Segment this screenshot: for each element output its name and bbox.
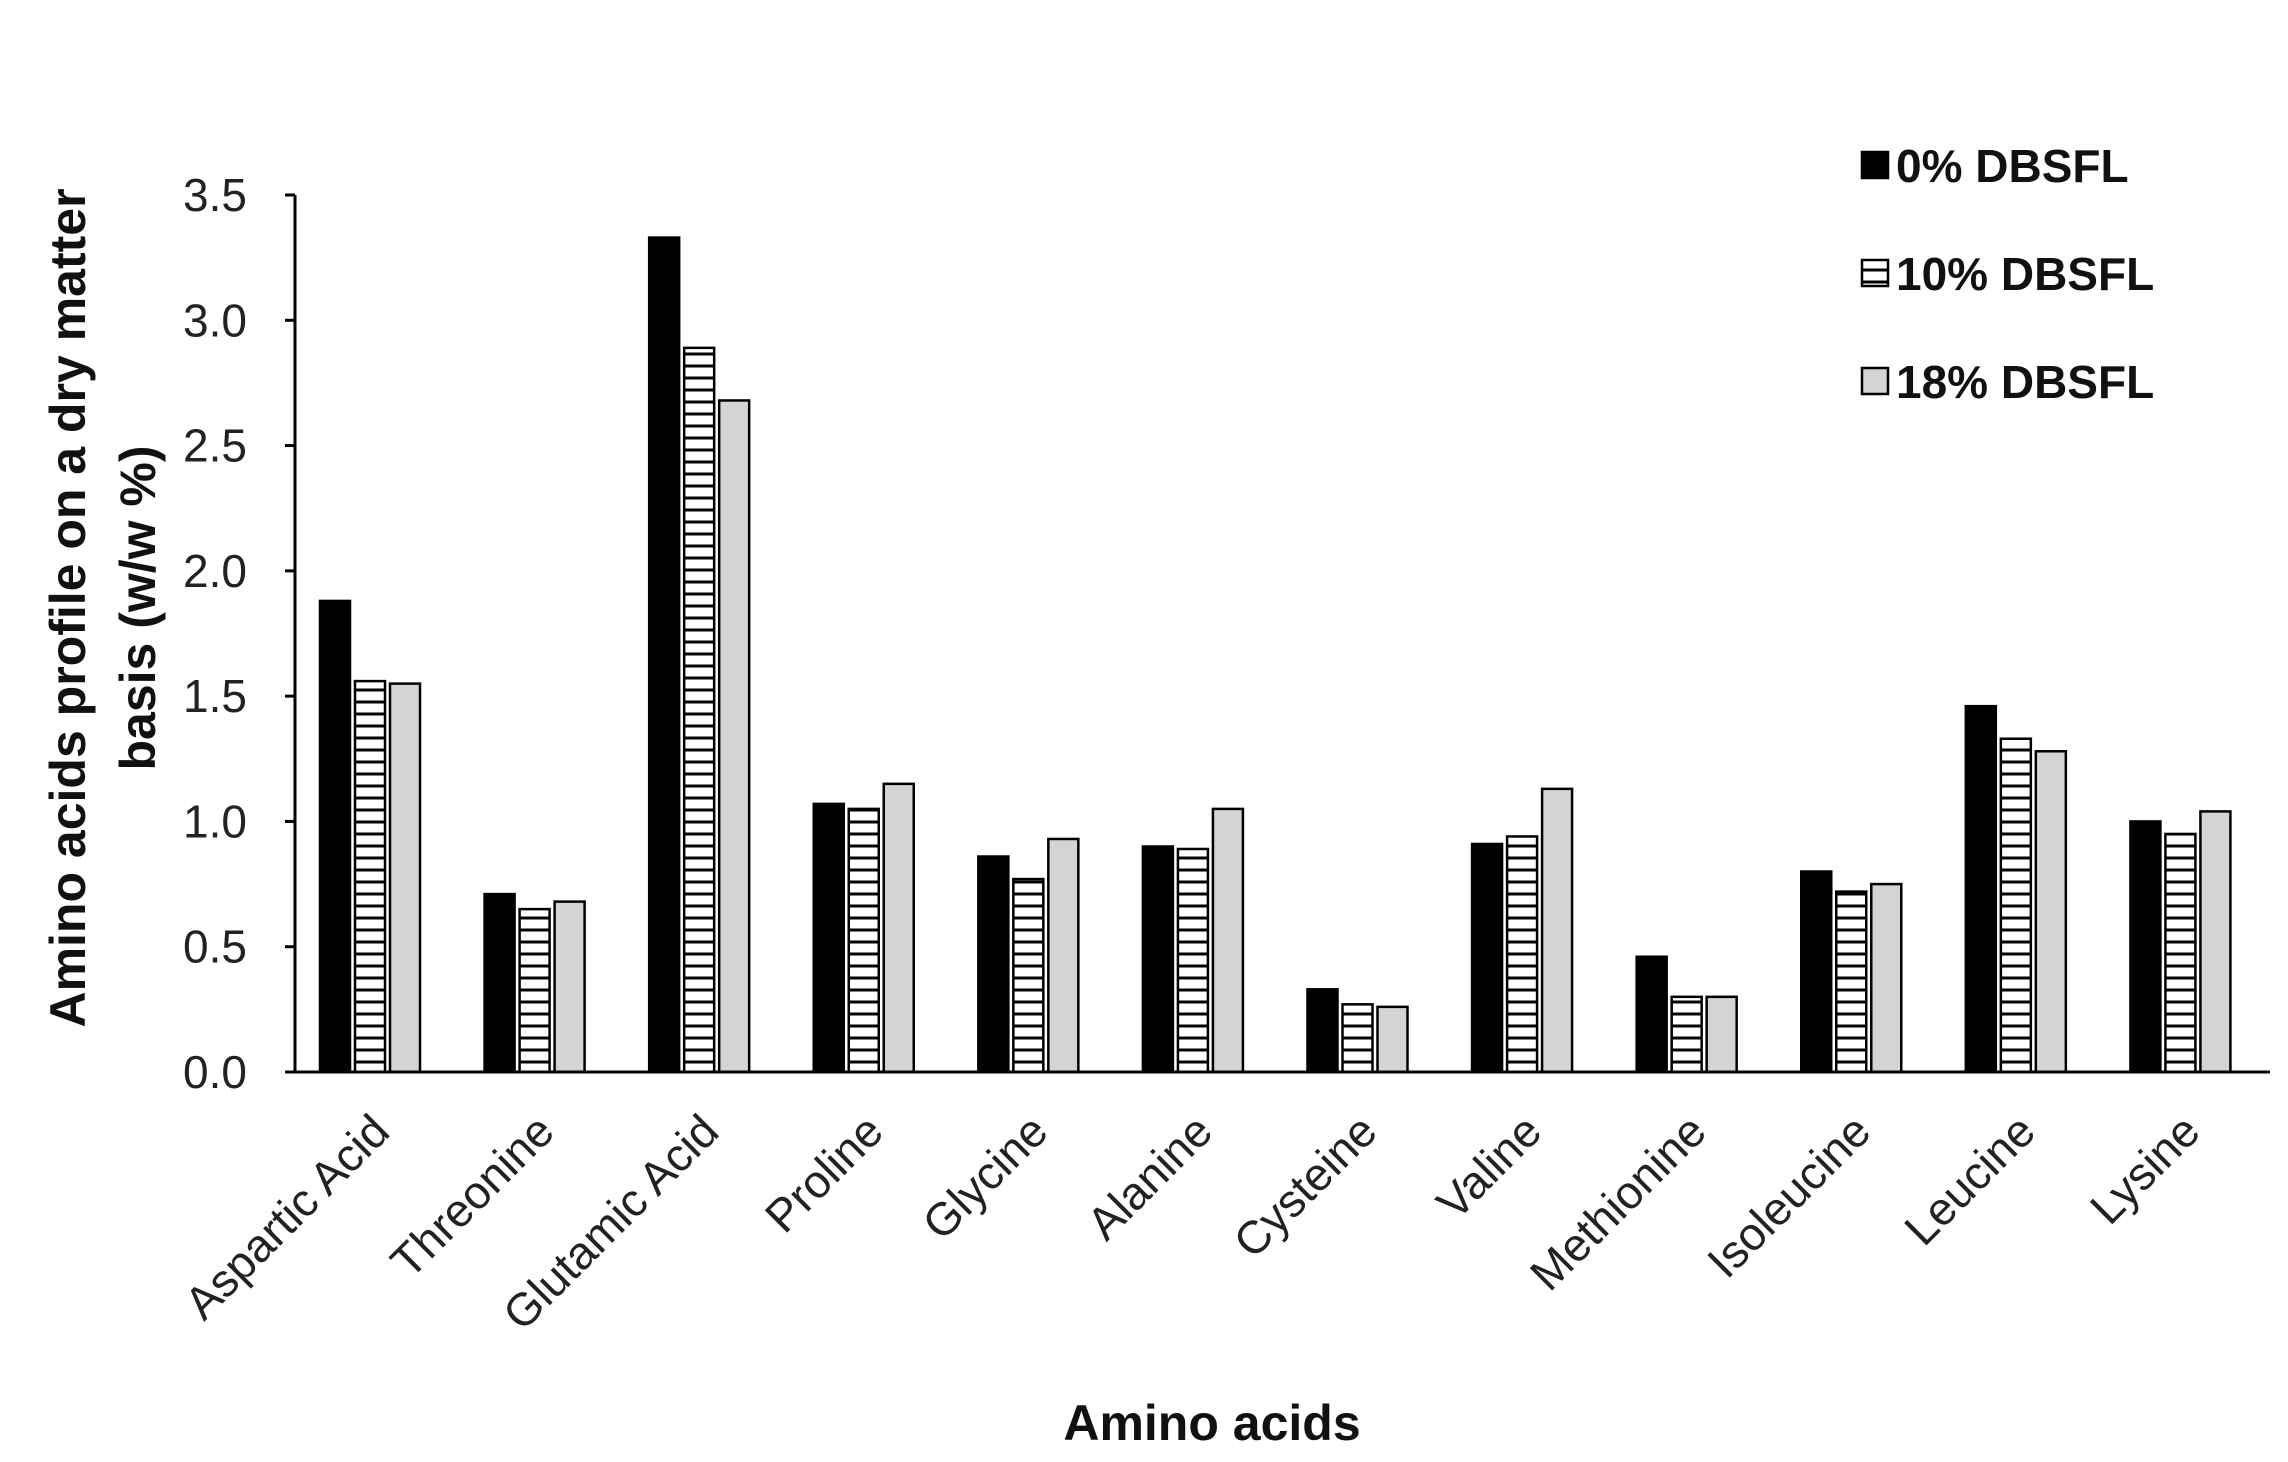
bar-glutamic-acid-series-3 [717,399,751,1074]
bar-valine-series-3 [1540,787,1574,1074]
y-tick-label: 0.5 [183,921,247,973]
legend: 0% DBSFL 10% DBSFL 18% DBSFL [1860,140,2154,408]
y-tick-label: 0.0 [183,1046,247,1098]
bar-glutamic-acid-series-2 [682,346,716,1074]
x-category-label: Cysteine [1223,1104,1386,1267]
bar-proline-series-2 [847,807,880,1074]
bar-aspartic-acid-series-3 [388,682,422,1074]
y-axis-ticks: 0.0 0.5 1.0 1.5 2.0 2.5 3.0 3.5 [183,169,295,1098]
bar-aspartic-acid-series-1 [318,599,352,1074]
bar-proline-series-1 [812,802,845,1074]
x-category-label: Alanine [1077,1104,1222,1249]
bar-methionine-series-1 [1635,955,1668,1074]
y-tick-label: 1.0 [183,795,247,847]
y-tick-label: 3.0 [183,294,247,346]
bar-glycine-series-1 [977,855,1010,1074]
y-tick-label: 1.5 [183,670,247,722]
x-category-label: Isoleucine [1697,1104,1880,1287]
bar-threonine-series-2 [518,907,551,1074]
bar-alanine-series-3 [1211,807,1245,1074]
legend-label: 10% DBSFL [1896,248,2154,300]
legend-label: 0% DBSFL [1896,140,2129,192]
y-tick-label: 3.5 [183,169,247,221]
bar-valine-series-2 [1505,835,1539,1074]
bar-cysteine-series-1 [1306,988,1339,1074]
y-tick-label: 2.0 [183,545,247,597]
y-tick-label: 2.5 [183,420,247,472]
bar-proline-series-3 [882,782,915,1074]
bar-isoleucine-series-2 [1835,890,1868,1074]
bar-isoleucine-series-3 [1870,882,1903,1074]
bar-valine-series-1 [1470,842,1504,1074]
x-category-label: Valine [1426,1104,1551,1229]
bar-leucine-series-1 [1964,704,1998,1074]
legend-swatch [1860,366,1890,396]
bar-cysteine-series-2 [1341,1003,1374,1074]
y-axis-title-line-1: Amino acids profile on a dry matter [40,188,96,1027]
bar-glutamic-acid-series-1 [647,236,681,1074]
axes [285,195,2270,1074]
bar-lysine-series-1 [2129,820,2162,1074]
bar-alanine-series-1 [1141,845,1175,1074]
x-category-label: Glycine [912,1104,1057,1249]
legend-swatch [1860,258,1890,288]
bar-cysteine-series-3 [1376,1005,1409,1074]
x-category-label: Methionine [1520,1104,1716,1300]
bar-methionine-series-2 [1670,995,1703,1074]
y-axis-title-line-2: basis (w/w %) [110,445,166,770]
legend-swatch [1860,150,1890,180]
bar-isoleucine-series-1 [1800,870,1833,1074]
bar-alanine-series-2 [1176,847,1210,1074]
legend-label: 18% DBSFL [1896,356,2154,408]
x-category-label: Aspartic Acid [174,1104,399,1329]
bar-lysine-series-3 [2199,810,2232,1074]
bar-aspartic-acid-series-2 [353,679,387,1074]
x-category-label: Proline [755,1104,893,1242]
bar-leucine-series-2 [1999,737,2033,1074]
bar-glycine-series-2 [1012,877,1045,1074]
x-axis-title: Amino acids [1063,1395,1360,1451]
bar-threonine-series-1 [483,892,516,1074]
y-axis-title: Amino acids profile on a dry matter basi… [40,188,166,1027]
bar-lysine-series-2 [2164,832,2197,1074]
bar-methionine-series-3 [1705,995,1738,1074]
bar-threonine-series-3 [553,900,586,1074]
x-category-label: Lysine [2080,1104,2210,1234]
bar-leucine-series-3 [2034,750,2068,1074]
x-category-label: Leucine [1894,1104,2045,1255]
bar-glycine-series-3 [1047,837,1080,1074]
